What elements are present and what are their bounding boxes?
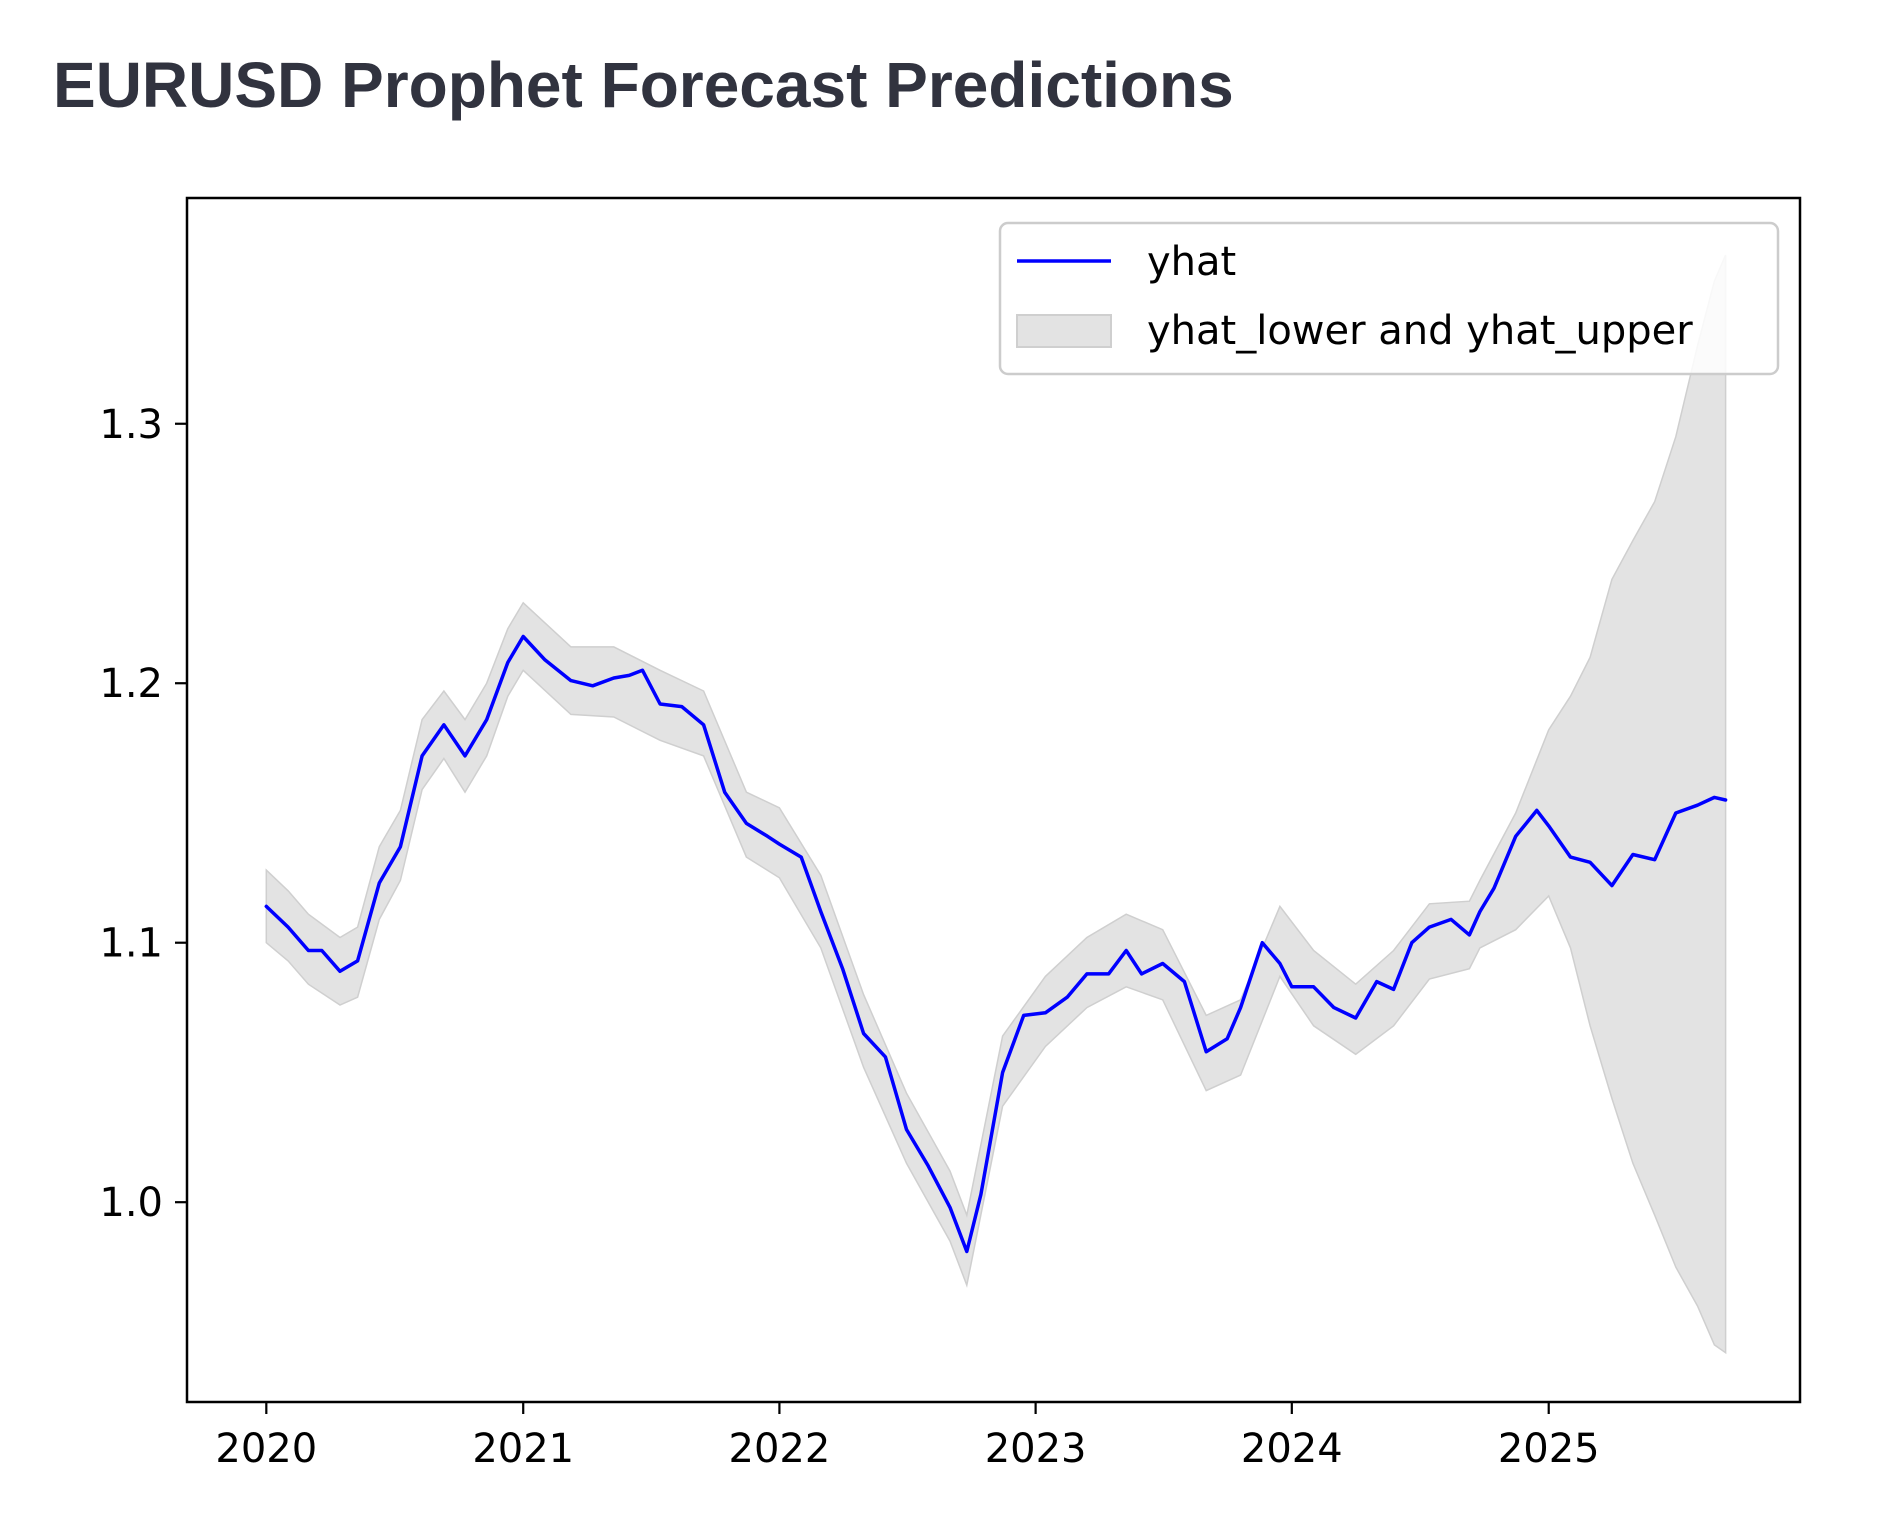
y-tick-label: 1.0 — [99, 1180, 163, 1226]
page-title: EURUSD Prophet Forecast Predictions — [53, 49, 1234, 121]
yhat-line-layer — [264, 634, 1728, 1254]
x-tick-label: 2022 — [729, 1426, 831, 1472]
legend-band-swatch — [1016, 314, 1112, 348]
x-axis: 2020 2021 2022 2023 2024 2025 — [215, 1402, 1600, 1472]
legend: yhat yhat_lower and yhat_upper — [998, 221, 1780, 376]
legend-frame — [998, 221, 1780, 376]
y-tick-label: 1.3 — [99, 402, 163, 448]
y-tick-label: 1.1 — [99, 921, 163, 967]
legend-label-yhat: yhat — [1147, 239, 1236, 285]
x-tick-label: 2025 — [1498, 1426, 1600, 1472]
x-tick-label: 2023 — [985, 1426, 1087, 1472]
yhat-line — [264, 634, 1728, 1254]
confidence-band-layer — [265, 254, 1727, 1355]
x-tick-label: 2021 — [472, 1426, 574, 1472]
y-axis: 1.0 1.1 1.2 1.3 — [99, 402, 187, 1226]
x-tick-label: 2020 — [215, 1426, 317, 1472]
plot-frame — [185, 196, 1802, 1404]
legend-label-band: yhat_lower and yhat_upper — [1147, 308, 1693, 354]
confidence-band — [265, 254, 1727, 1355]
y-tick-label: 1.2 — [99, 661, 163, 707]
x-tick-label: 2024 — [1241, 1426, 1343, 1472]
